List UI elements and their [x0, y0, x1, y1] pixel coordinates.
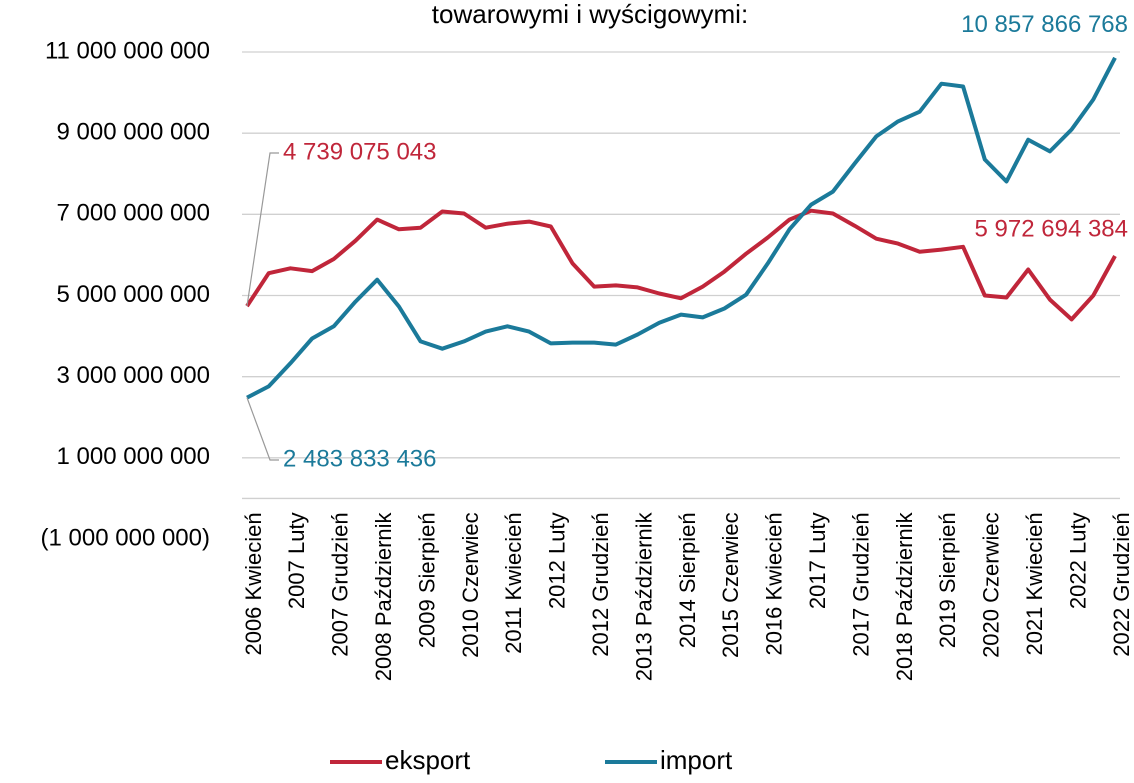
- data-label: 4 739 075 043: [283, 138, 436, 165]
- x-tick-label: 2007 Grudzień: [328, 512, 353, 656]
- legend-label: eksport: [385, 745, 471, 775]
- x-tick-label: 2012 Grudzień: [588, 512, 613, 656]
- x-tick-label: 2016 Kwiecień: [762, 512, 787, 655]
- leader-line: [246, 397, 279, 461]
- y-tick-label: 3 000 000 000: [57, 362, 210, 389]
- x-tick-label: 2017 Luty: [805, 512, 830, 609]
- x-tick-label: 2017 Grudzień: [848, 512, 873, 656]
- leader-line: [246, 152, 279, 307]
- x-tick-label: 2018 Październik: [892, 511, 917, 681]
- y-tick-label: 9 000 000 000: [57, 119, 210, 146]
- chart-title: towarowymi i wyścigowymi:: [432, 0, 748, 29]
- x-tick-label: 2022 Grudzień: [1109, 512, 1134, 656]
- x-tick-label: 2015 Czerwiec: [718, 512, 743, 658]
- x-tick-label: 2014 Sierpień: [675, 512, 700, 648]
- series-line: [245, 208, 1117, 322]
- y-tick-label: 5 000 000 000: [57, 281, 210, 308]
- data-label: 5 972 694 384: [975, 215, 1128, 242]
- y-tick-label: 7 000 000 000: [57, 200, 210, 227]
- x-tick-label: 2021 Kwiecień: [1022, 512, 1047, 655]
- y-tick-label: (1 000 000 000): [41, 524, 210, 551]
- data-label: 2 483 833 436: [283, 445, 436, 472]
- x-tick-label: 2011 Kwiecień: [501, 512, 526, 653]
- y-tick-label: 1 000 000 000: [57, 443, 210, 470]
- x-tick-label: 2009 Sierpień: [414, 512, 439, 648]
- series-line: [246, 56, 1117, 400]
- x-tick-label: 2013 Październik: [631, 511, 656, 681]
- x-tick-label: 2008 Październik: [371, 511, 396, 681]
- legend-label: import: [660, 745, 733, 775]
- x-tick-label: 2020 Czerwiec: [979, 512, 1004, 658]
- data-label: 10 857 866 768: [961, 11, 1128, 38]
- x-tick-label: 2012 Luty: [545, 512, 570, 609]
- x-tick-label: 2010 Czerwiec: [458, 512, 483, 658]
- y-tick-label: 11 000 000 000: [45, 37, 210, 64]
- x-tick-label: 2019 Sierpień: [935, 512, 960, 648]
- x-tick-label: 2007 Luty: [284, 512, 309, 609]
- x-tick-label: 2006 Kwiecień: [241, 512, 266, 655]
- x-tick-label: 2022 Luty: [1065, 512, 1090, 609]
